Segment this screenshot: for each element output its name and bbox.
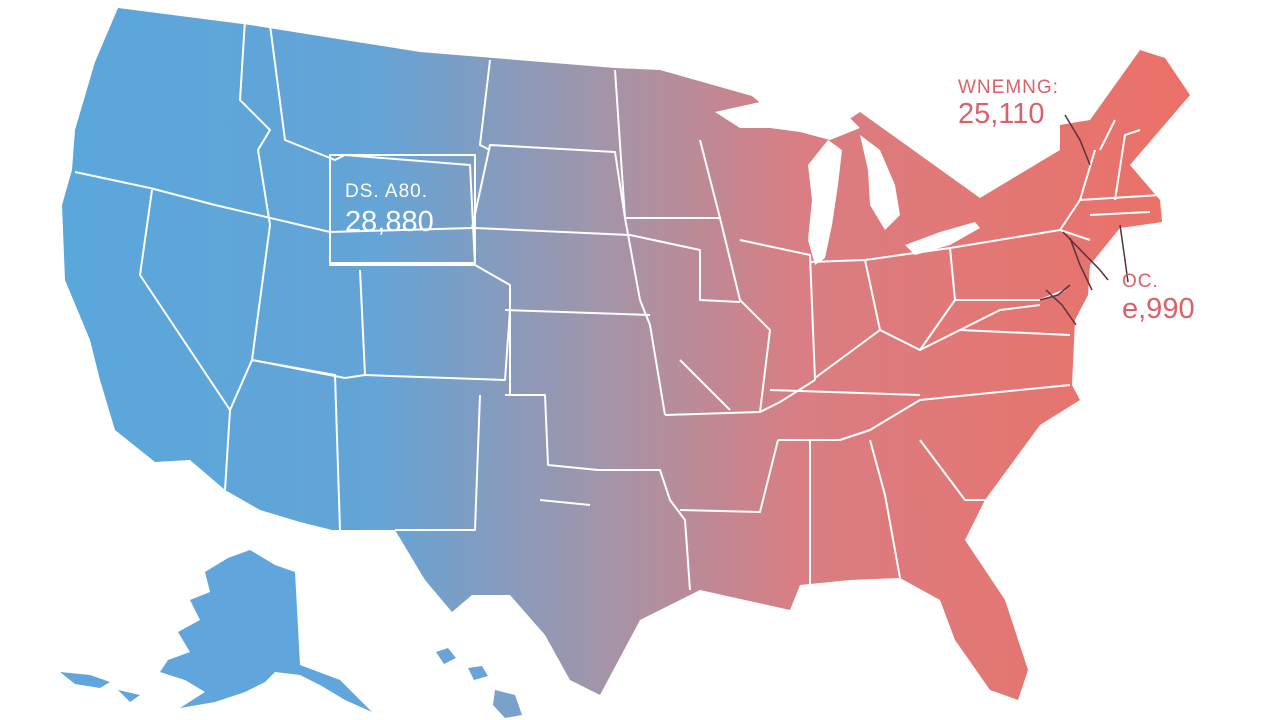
leader-lines: [1039, 114, 1129, 326]
annotation-dc-value: e,990: [1122, 293, 1195, 325]
annotation-northeast-value: 25,110: [958, 98, 1045, 130]
lake-michigan: [808, 140, 842, 265]
contiguous-us-shape: [62, 8, 1190, 700]
state-borders: [74, 19, 1161, 591]
alaska-shape: [160, 550, 372, 712]
alaska-island-1: [60, 672, 110, 688]
lake-huron: [860, 135, 900, 230]
annotation-dc-label: OC.: [1122, 271, 1159, 292]
annotation-northeast-label: WNEMNG:: [958, 77, 1059, 98]
annotation-west-value: 28,880: [345, 206, 434, 238]
lake-superior: [715, 102, 860, 140]
hawaii-island-1: [436, 648, 456, 664]
annotation-west-label: DS. A80.: [345, 181, 428, 202]
alaska-island-2: [118, 690, 140, 702]
hawaii-island-3: [493, 690, 522, 718]
lake-erie: [905, 222, 980, 255]
annotation-box-west: [329, 154, 476, 264]
hawaii-island-2: [468, 666, 488, 680]
